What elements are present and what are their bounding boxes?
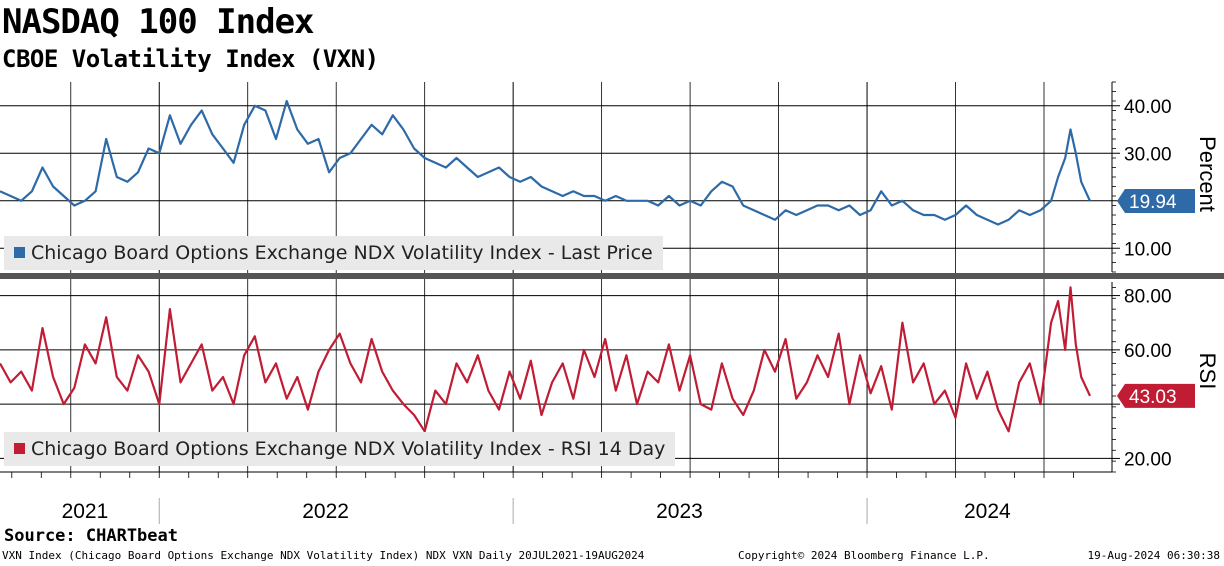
rsi-ytick-label-0: 20.00 xyxy=(1124,449,1172,470)
copyright: Copyright© 2024 Bloomberg Finance L.P. xyxy=(738,549,990,562)
panel-separator xyxy=(0,273,1224,279)
x-year-label-2023: 2023 xyxy=(656,500,703,523)
vxn-series-line xyxy=(0,99,1091,226)
vxn-last-value-label: 19.94 xyxy=(1129,192,1177,213)
rsi-axis-label: RSI xyxy=(1195,353,1220,390)
vxn-last-value-badge xyxy=(1117,189,1195,214)
vxn-axis-label: Percent xyxy=(1195,136,1220,212)
source-label: Source: CHARTbeat xyxy=(4,526,178,546)
timestamp: 19-Aug-2024 06:30:38 xyxy=(1087,549,1220,562)
vxn-ytick-label-2: 30.00 xyxy=(1124,144,1172,165)
legend-vxn-label: Chicago Board Options Exchange NDX Volat… xyxy=(31,242,653,264)
x-year-label-2022: 2022 xyxy=(302,500,349,523)
ticker-info: VXN Index (Chicago Board Options Exchang… xyxy=(2,549,645,562)
x-year-label-2021: 2021 xyxy=(62,500,109,523)
vxn-ytick-label-0: 10.00 xyxy=(1124,239,1172,260)
legend-rsi-swatch xyxy=(14,443,25,454)
rsi-series-line xyxy=(0,286,1091,433)
rsi-last-value-label: 43.03 xyxy=(1129,387,1177,408)
rsi-ytick-label-3: 80.00 xyxy=(1124,287,1172,308)
legend-rsi-label: Chicago Board Options Exchange NDX Volat… xyxy=(31,438,666,460)
chart-subtitle: CBOE Volatility Index (VXN) xyxy=(2,45,379,73)
legend-rsi: Chicago Board Options Exchange NDX Volat… xyxy=(4,432,676,466)
legend-vxn: Chicago Board Options Exchange NDX Volat… xyxy=(4,236,663,270)
chart-title: NASDAQ 100 Index xyxy=(2,2,315,42)
vxn-ytick-label-3: 40.00 xyxy=(1124,97,1172,118)
x-year-label-2024: 2024 xyxy=(964,500,1011,523)
rsi-last-value-badge xyxy=(1117,383,1195,408)
legend-vxn-swatch xyxy=(14,247,25,258)
rsi-ytick-label-2: 60.00 xyxy=(1124,341,1172,362)
